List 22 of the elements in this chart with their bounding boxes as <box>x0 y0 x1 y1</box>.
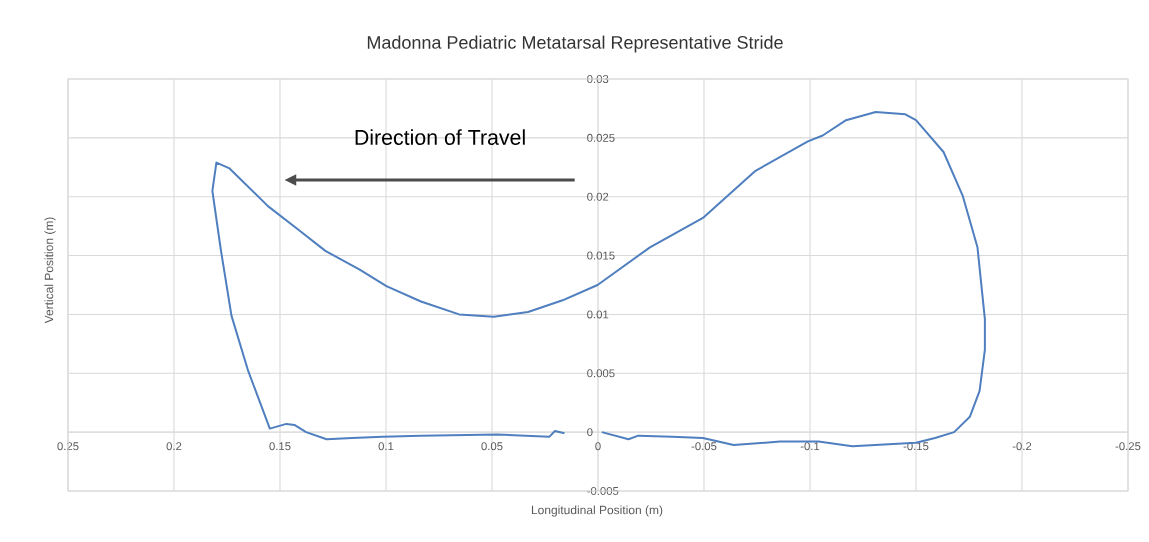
x-tick-label: -0.05 <box>691 442 717 451</box>
y-axis-title: Vertical Position (m) <box>44 217 56 324</box>
x-axis-title: Longitudinal Position (m) <box>531 505 663 517</box>
y-tick-label: 0.025 <box>587 133 615 142</box>
y-tick-label: 0.01 <box>587 310 609 319</box>
y-tick-label: 0.015 <box>587 251 615 260</box>
x-tick-label: -0.15 <box>903 442 929 451</box>
x-tick-label: -0.25 <box>1115 442 1141 451</box>
x-tick-label: 0.1 <box>378 442 394 451</box>
y-tick-label: 0 <box>587 428 593 437</box>
x-tick-label: -0.1 <box>800 442 820 451</box>
x-tick-label: 0.05 <box>481 442 503 451</box>
annotation: Direction of Travel <box>355 129 525 145</box>
chart-title: Madonna Pediatric Metatarsal Representative Stride <box>367 35 783 53</box>
y-tick-label: -0.005 <box>587 486 619 495</box>
y-tick-label: 0.005 <box>587 369 615 378</box>
x-tick-label: -0.2 <box>1012 442 1032 451</box>
x-tick-label: 0.15 <box>269 442 291 451</box>
y-tick-label: 0.02 <box>587 192 609 201</box>
x-tick-label: 0.2 <box>166 442 182 451</box>
x-tick-label: 0.25 <box>57 442 79 451</box>
y-tick-label: 0.03 <box>587 75 609 83</box>
